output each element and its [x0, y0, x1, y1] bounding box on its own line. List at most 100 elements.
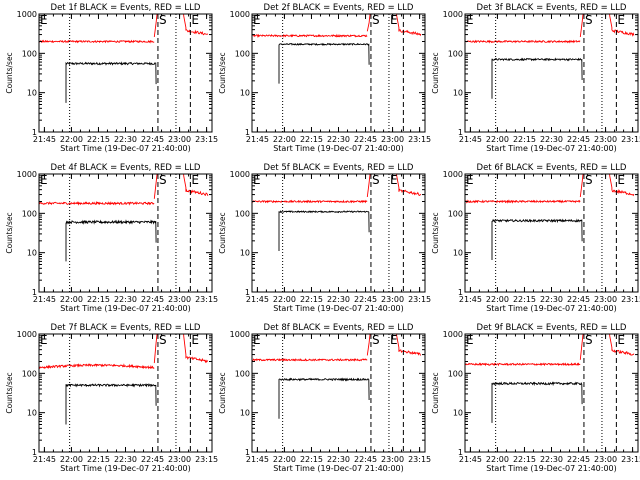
x-tick-label: 22:00: [273, 295, 296, 304]
x-tick-label: 22:00: [486, 455, 509, 464]
x-tick-label: 21:45: [246, 295, 269, 304]
x-tick-label: 21:45: [246, 455, 269, 464]
x-tick-label: 21:45: [459, 135, 482, 144]
x-tick-label: 22:45: [141, 295, 164, 304]
plot-frame: [464, 13, 639, 133]
events-series-line: [278, 210, 370, 251]
series-group: [252, 334, 422, 419]
x-tick-label: 22:30: [540, 455, 563, 464]
x-axis-label: Start Time (19-Dec-07 21:40:00): [60, 304, 191, 313]
chart-title: Det 8f BLACK = Events, RED = LLD: [264, 323, 414, 333]
x-tick-label: 23:00: [594, 295, 617, 304]
lld-series-line: [609, 14, 635, 37]
x-tick-label: 22:00: [273, 455, 296, 464]
x-tick-label: 22:15: [513, 455, 536, 464]
x-axis-label: Start Time (19-Dec-07 21:40:00): [486, 304, 617, 313]
y-axis-label: Counts/sec: [5, 372, 14, 413]
lld-series-line: [579, 334, 584, 360]
series-group: [465, 174, 635, 260]
y-tick-label: 10: [27, 89, 37, 98]
events-series-line: [491, 381, 583, 423]
lld-series-line: [396, 174, 422, 196]
x-tick-label: 22:30: [114, 455, 137, 464]
x-tick-label: 22:15: [87, 135, 110, 144]
x-tick-label: 23:00: [381, 455, 404, 464]
y-tick-label: 100: [22, 209, 37, 218]
x-tick-label: 22:30: [327, 455, 350, 464]
time-marker-label: E: [191, 13, 199, 27]
x-tick-label: 22:45: [567, 455, 590, 464]
plot-frame: [464, 333, 639, 453]
plot-frame: [251, 13, 426, 133]
x-tick-label: 23:15: [195, 135, 218, 144]
x-tick-label: 22:30: [540, 295, 563, 304]
lld-series-line: [609, 174, 635, 197]
y-tick-label: 1: [245, 448, 250, 457]
chart-title: Det 6f BLACK = Events, RED = LLD: [477, 163, 627, 173]
events-series-line: [491, 57, 583, 99]
x-tick-label: 22:45: [141, 135, 164, 144]
y-tick-label: 1000: [17, 330, 37, 339]
x-tick-label: 22:45: [567, 135, 590, 144]
x-tick-label: 22:30: [540, 135, 563, 144]
y-tick-label: 10: [453, 409, 463, 418]
lld-series-line: [366, 174, 371, 198]
lld-series-line: [39, 363, 155, 370]
time-marker-label: S: [159, 173, 167, 187]
x-tick-label: 23:00: [168, 135, 191, 144]
lld-series-line: [39, 200, 155, 206]
lld-series-line: [252, 357, 368, 362]
chart-title: Det 1f BLACK = Events, RED = LLD: [51, 3, 201, 13]
x-tick-label: 22:00: [486, 295, 509, 304]
series-group: [39, 334, 208, 425]
y-tick-label: 1000: [230, 170, 250, 179]
series-group: [39, 14, 209, 103]
time-marker-label: E: [253, 173, 261, 187]
plot-frame: [38, 13, 213, 133]
time-marker-label: S: [159, 333, 167, 347]
x-tick-label: 22:15: [87, 295, 110, 304]
events-series-line: [491, 218, 583, 260]
time-marker-label: E: [40, 13, 48, 27]
time-marker-label: S: [585, 13, 593, 27]
events-series-line: [65, 383, 157, 425]
y-tick-label: 1: [32, 128, 37, 137]
time-marker-label: E: [617, 13, 625, 27]
y-tick-label: 1: [458, 448, 463, 457]
lld-series-line: [252, 199, 368, 204]
time-marker-label: S: [585, 333, 593, 347]
x-tick-label: 23:00: [168, 295, 191, 304]
x-axis-label: Start Time (19-Dec-07 21:40:00): [60, 464, 191, 473]
x-axis-label: Start Time (19-Dec-07 21:40:00): [273, 144, 404, 153]
x-tick-label: 23:00: [594, 455, 617, 464]
x-tick-label: 22:30: [327, 135, 350, 144]
y-tick-label: 1: [458, 128, 463, 137]
lld-series-line: [153, 14, 158, 38]
chart-title: Det 5f BLACK = Events, RED = LLD: [264, 163, 414, 173]
y-tick-label: 1: [245, 128, 250, 137]
lld-series-line: [183, 334, 208, 364]
time-marker-label: S: [159, 13, 167, 27]
y-tick-label: 1000: [443, 10, 463, 19]
x-tick-label: 22:15: [513, 135, 536, 144]
events-series-line: [65, 219, 157, 262]
y-tick-label: 100: [235, 369, 250, 378]
events-series-line: [278, 377, 370, 419]
y-axis-label: Counts/sec: [431, 372, 440, 413]
time-marker-label: E: [191, 333, 199, 347]
y-axis-label: Counts/sec: [218, 372, 227, 413]
chart-title: Det 2f BLACK = Events, RED = LLD: [264, 3, 414, 13]
y-axis-label: Counts/sec: [5, 52, 14, 93]
y-tick-label: 1000: [17, 170, 37, 179]
y-axis-label: Counts/sec: [218, 212, 227, 253]
x-tick-label: 22:15: [513, 295, 536, 304]
y-tick-label: 1: [32, 288, 37, 297]
x-tick-label: 22:15: [87, 455, 110, 464]
y-axis-label: Counts/sec: [431, 52, 440, 93]
y-axis-label: Counts/sec: [431, 212, 440, 253]
y-tick-label: 10: [453, 89, 463, 98]
